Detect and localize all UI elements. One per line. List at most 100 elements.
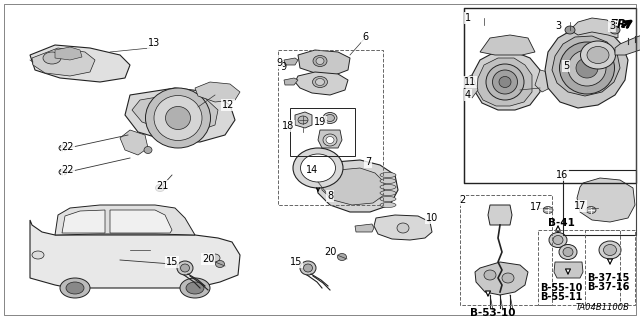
Ellipse shape bbox=[301, 154, 335, 182]
Text: 11: 11 bbox=[464, 77, 476, 87]
Bar bbox=[460, 195, 552, 305]
Ellipse shape bbox=[380, 203, 396, 207]
Polygon shape bbox=[374, 215, 432, 240]
Text: 20: 20 bbox=[202, 254, 214, 264]
Polygon shape bbox=[545, 28, 628, 108]
Ellipse shape bbox=[326, 137, 334, 144]
Ellipse shape bbox=[144, 146, 152, 153]
Ellipse shape bbox=[568, 50, 606, 86]
Ellipse shape bbox=[323, 134, 337, 146]
Polygon shape bbox=[472, 52, 540, 110]
Ellipse shape bbox=[316, 78, 324, 85]
Ellipse shape bbox=[60, 278, 90, 298]
Text: FR.: FR. bbox=[610, 18, 632, 31]
Ellipse shape bbox=[380, 197, 396, 202]
Ellipse shape bbox=[580, 41, 616, 69]
Polygon shape bbox=[477, 58, 532, 106]
Polygon shape bbox=[30, 220, 240, 288]
Ellipse shape bbox=[559, 42, 614, 94]
Ellipse shape bbox=[154, 95, 202, 140]
Polygon shape bbox=[535, 70, 550, 92]
Ellipse shape bbox=[543, 206, 553, 213]
Text: 17: 17 bbox=[530, 202, 542, 212]
Polygon shape bbox=[195, 82, 240, 102]
Ellipse shape bbox=[397, 223, 409, 233]
Ellipse shape bbox=[32, 251, 44, 259]
Ellipse shape bbox=[380, 184, 396, 189]
Ellipse shape bbox=[186, 282, 204, 294]
Text: 16: 16 bbox=[556, 170, 568, 180]
Text: 21: 21 bbox=[156, 181, 168, 191]
Polygon shape bbox=[295, 112, 312, 128]
Ellipse shape bbox=[303, 264, 312, 272]
Ellipse shape bbox=[323, 113, 337, 123]
Ellipse shape bbox=[380, 173, 396, 177]
Polygon shape bbox=[125, 88, 235, 142]
Bar bbox=[538, 230, 620, 305]
Polygon shape bbox=[62, 210, 105, 233]
Polygon shape bbox=[316, 160, 398, 212]
Ellipse shape bbox=[210, 254, 220, 262]
Text: 5: 5 bbox=[563, 61, 569, 71]
Ellipse shape bbox=[586, 206, 596, 213]
Text: 18: 18 bbox=[282, 121, 294, 131]
Text: B-37-16: B-37-16 bbox=[587, 282, 629, 292]
Bar bbox=[563, 170, 636, 235]
Ellipse shape bbox=[610, 26, 620, 34]
Bar bbox=[585, 230, 635, 305]
Polygon shape bbox=[55, 205, 195, 235]
Text: 15: 15 bbox=[290, 257, 302, 267]
Polygon shape bbox=[295, 72, 348, 95]
Polygon shape bbox=[284, 58, 298, 65]
Polygon shape bbox=[318, 130, 342, 148]
Polygon shape bbox=[110, 210, 172, 233]
Ellipse shape bbox=[312, 77, 328, 87]
Ellipse shape bbox=[493, 70, 518, 94]
Ellipse shape bbox=[180, 264, 189, 272]
Ellipse shape bbox=[486, 64, 524, 100]
Polygon shape bbox=[554, 262, 583, 278]
Text: 13: 13 bbox=[148, 38, 160, 48]
Ellipse shape bbox=[499, 77, 511, 87]
Ellipse shape bbox=[484, 270, 496, 280]
Text: 4: 4 bbox=[465, 90, 471, 100]
Text: 1: 1 bbox=[465, 13, 471, 23]
Polygon shape bbox=[55, 47, 82, 60]
Text: 6: 6 bbox=[362, 32, 368, 42]
Polygon shape bbox=[355, 224, 374, 232]
Text: 20: 20 bbox=[324, 247, 336, 257]
Polygon shape bbox=[30, 45, 130, 82]
Ellipse shape bbox=[576, 58, 598, 78]
Polygon shape bbox=[284, 78, 298, 85]
Text: 12: 12 bbox=[222, 100, 234, 110]
Ellipse shape bbox=[43, 52, 61, 64]
Text: TA04B1100B: TA04B1100B bbox=[576, 303, 630, 312]
Text: 7: 7 bbox=[365, 157, 371, 167]
Polygon shape bbox=[480, 35, 535, 55]
Polygon shape bbox=[552, 36, 620, 96]
Text: 2: 2 bbox=[459, 195, 465, 205]
Polygon shape bbox=[465, 75, 478, 98]
Text: 3: 3 bbox=[609, 21, 615, 31]
Ellipse shape bbox=[66, 282, 84, 294]
Text: 22: 22 bbox=[61, 165, 74, 175]
Polygon shape bbox=[488, 205, 512, 225]
Ellipse shape bbox=[563, 248, 573, 256]
Ellipse shape bbox=[326, 115, 335, 122]
Ellipse shape bbox=[559, 244, 577, 259]
Ellipse shape bbox=[313, 56, 327, 66]
Ellipse shape bbox=[156, 184, 164, 191]
Bar bbox=[464, 8, 636, 183]
Ellipse shape bbox=[166, 107, 191, 130]
Ellipse shape bbox=[59, 145, 67, 151]
Polygon shape bbox=[615, 35, 640, 55]
Ellipse shape bbox=[298, 116, 308, 124]
Ellipse shape bbox=[604, 244, 616, 256]
Text: B-55-11: B-55-11 bbox=[540, 292, 582, 302]
Text: B-37-15: B-37-15 bbox=[587, 273, 629, 283]
Text: 3: 3 bbox=[555, 21, 561, 31]
Text: 14: 14 bbox=[306, 165, 318, 175]
Text: 8: 8 bbox=[327, 191, 333, 201]
Bar bbox=[278, 50, 383, 205]
Ellipse shape bbox=[380, 179, 396, 183]
